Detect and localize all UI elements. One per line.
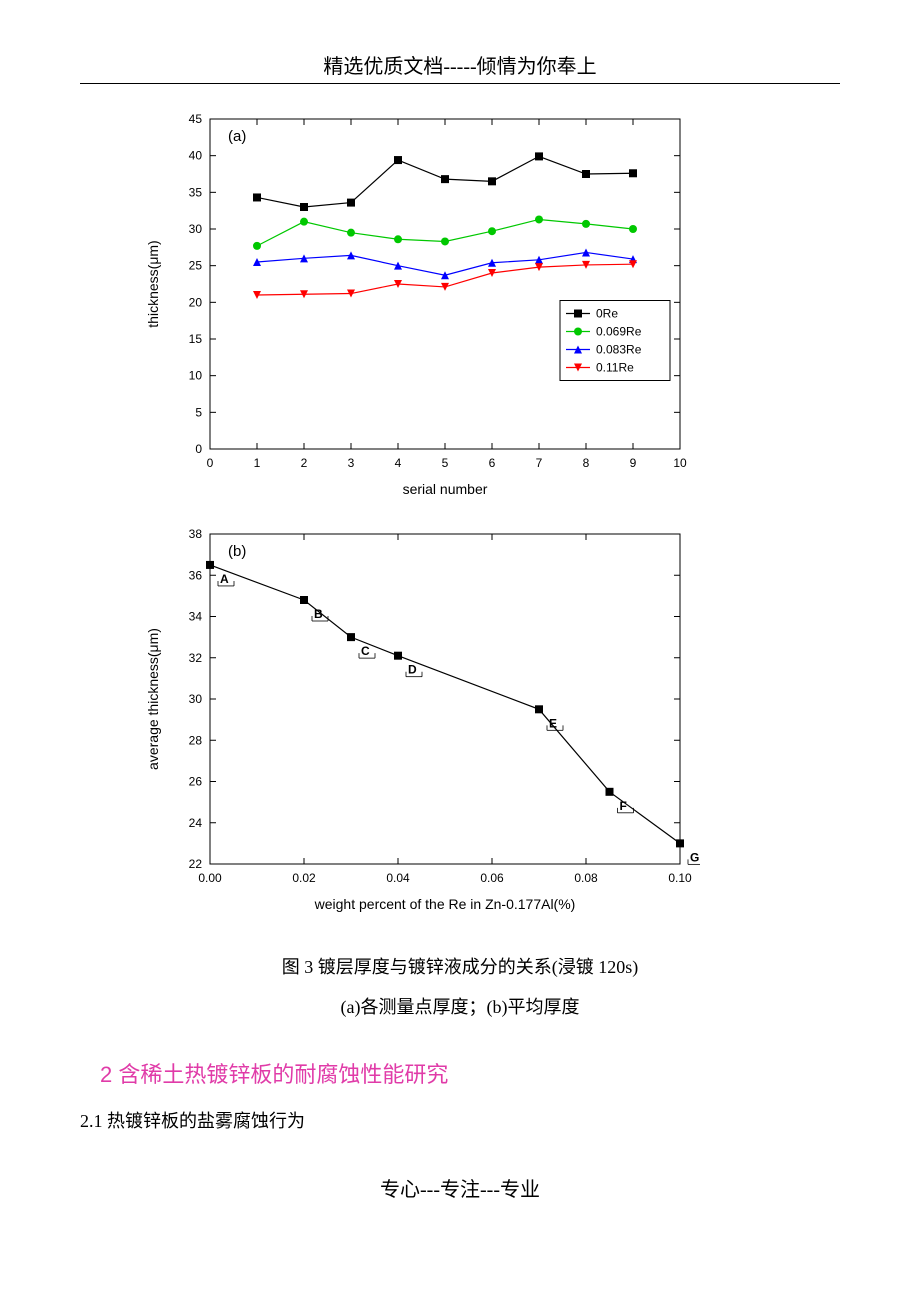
svg-text:2: 2	[301, 456, 308, 470]
figure-caption: 图 3 镀层厚度与镀锌液成分的关系(浸镀 120s) (a)各测量点厚度；(b)…	[80, 948, 840, 1027]
page-footer: 专心---专注---专业	[80, 1173, 840, 1202]
page-header: 精选优质文档-----倾情为你奉上	[80, 50, 840, 79]
svg-text:15: 15	[189, 332, 203, 346]
svg-text:0Re: 0Re	[596, 307, 618, 321]
svg-text:35: 35	[189, 185, 203, 199]
svg-text:32: 32	[189, 651, 203, 665]
svg-text:10: 10	[673, 456, 687, 470]
svg-text:A: A	[220, 572, 229, 586]
svg-text:0.04: 0.04	[386, 871, 410, 885]
caption-main: 图 3 镀层厚度与镀锌液成分的关系(浸镀 120s)	[80, 948, 840, 988]
svg-text:34: 34	[189, 610, 203, 624]
svg-text:0.069Re: 0.069Re	[596, 325, 642, 339]
svg-text:0: 0	[195, 442, 202, 456]
svg-text:20: 20	[189, 295, 203, 309]
svg-text:30: 30	[189, 692, 203, 706]
svg-text:B: B	[314, 607, 323, 621]
svg-text:0.10: 0.10	[668, 871, 692, 885]
svg-text:thickness(μm): thickness(μm)	[145, 240, 161, 327]
svg-text:38: 38	[189, 527, 203, 541]
svg-text:24: 24	[189, 816, 203, 830]
svg-text:5: 5	[442, 456, 449, 470]
subsection-2-1: 2.1 热镀锌板的盐雾腐蚀行为	[80, 1107, 840, 1133]
svg-text:0.083Re: 0.083Re	[596, 343, 642, 357]
svg-text:6: 6	[489, 456, 496, 470]
svg-text:F: F	[620, 799, 627, 813]
svg-text:1: 1	[254, 456, 261, 470]
svg-text:0.08: 0.08	[574, 871, 598, 885]
chart-a-container: 012345678910051015202530354045serial num…	[140, 104, 840, 509]
svg-text:0.06: 0.06	[480, 871, 504, 885]
chart-a: 012345678910051015202530354045serial num…	[140, 104, 700, 504]
svg-text:(b): (b)	[228, 543, 246, 560]
svg-text:D: D	[408, 663, 417, 677]
svg-text:40: 40	[189, 149, 203, 163]
svg-text:10: 10	[189, 369, 203, 383]
chart-b: 0.00 0.02 0.04 0.06 0.08 0.10 22 24 26 28 30 32 34 36…	[140, 519, 700, 919]
svg-text:26: 26	[189, 775, 203, 789]
svg-text:0: 0	[207, 456, 214, 470]
svg-text:30: 30	[189, 222, 203, 236]
header-rule	[80, 83, 840, 84]
svg-text:22: 22	[189, 857, 203, 871]
svg-text:(a): (a)	[228, 128, 246, 145]
svg-text:28: 28	[189, 733, 203, 747]
chart-b-container: 0.00 0.02 0.04 0.06 0.08 0.10 22 24 26 28 30 32 34 36…	[140, 519, 840, 924]
svg-text:0.00: 0.00	[198, 871, 222, 885]
svg-text:8: 8	[583, 456, 590, 470]
svg-text:serial number: serial number	[403, 481, 488, 497]
svg-text:7: 7	[536, 456, 543, 470]
caption-sub: (a)各测量点厚度；(b)平均厚度	[80, 988, 840, 1028]
svg-text:4: 4	[395, 456, 402, 470]
svg-text:G: G	[690, 850, 699, 864]
svg-text:5: 5	[195, 405, 202, 419]
svg-text:average thickness(μm): average thickness(μm)	[145, 628, 161, 770]
svg-text:3: 3	[348, 456, 355, 470]
svg-text:C: C	[361, 644, 370, 658]
svg-text:36: 36	[189, 568, 203, 582]
svg-text:25: 25	[189, 259, 203, 273]
svg-text:9: 9	[630, 456, 637, 470]
svg-text:weight percent of the Re in Zn: weight percent of the Re in Zn-0.177Al(%…	[314, 896, 576, 912]
svg-text:E: E	[549, 716, 557, 730]
svg-text:0.02: 0.02	[292, 871, 316, 885]
section-2-heading: 2 含稀土热镀锌板的耐腐蚀性能研究	[100, 1057, 840, 1089]
svg-text:45: 45	[189, 112, 203, 126]
svg-text:0.11Re: 0.11Re	[596, 361, 634, 375]
